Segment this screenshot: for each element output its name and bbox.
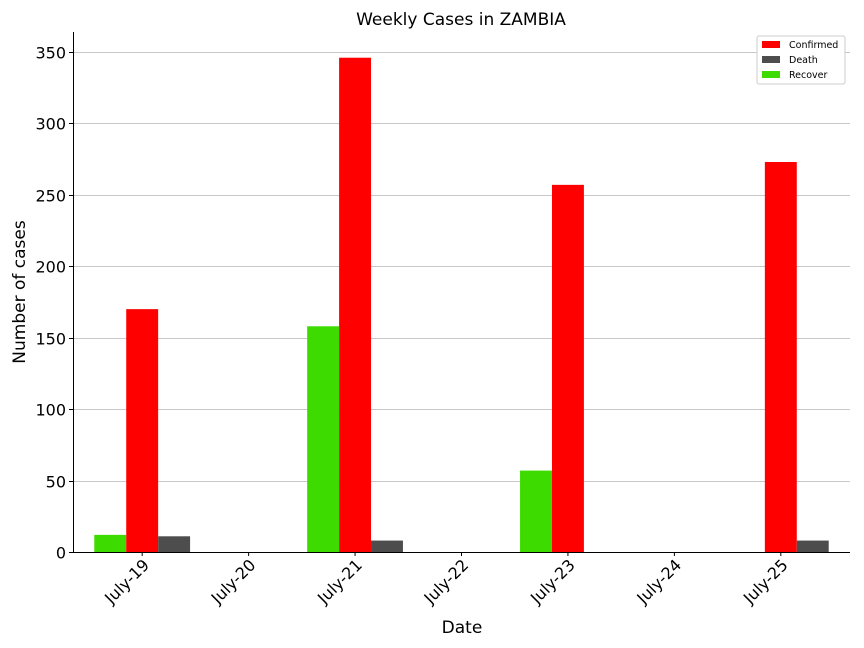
legend-label-death: Death: [789, 55, 818, 66]
y-tick-label: 150: [35, 330, 66, 349]
legend-label-recover: Recover: [789, 70, 828, 81]
bar-confirmed: [339, 57, 372, 552]
legend-swatch-recover: [762, 71, 780, 78]
bar-death: [158, 536, 191, 552]
chart-title: Weekly Cases in ZAMBIA: [356, 10, 566, 30]
x-axis-title: Date: [442, 618, 483, 638]
legend-swatch-confirmed: [762, 41, 780, 48]
bar-recover: [307, 326, 340, 552]
bar-confirmed: [551, 184, 584, 552]
y-tick-label: 250: [35, 187, 66, 206]
bar-death: [796, 540, 829, 552]
bar-confirmed: [764, 162, 797, 552]
y-tick-label: 50: [46, 473, 66, 492]
y-tick-label: 300: [35, 115, 66, 134]
y-tick-label: 0: [56, 544, 66, 563]
bar-death: [371, 540, 403, 552]
bar-recover: [94, 534, 127, 552]
grid-lines: [73, 52, 850, 482]
y-axis-title: Number of cases: [10, 220, 30, 364]
y-tick-label: 100: [35, 401, 66, 420]
y-ticks: 0 50 100 150 200 250 300 350: [35, 44, 73, 563]
bars: [94, 57, 829, 552]
y-tick-label: 200: [35, 258, 66, 277]
y-tick-label: 350: [35, 44, 66, 63]
bar-confirmed: [126, 309, 159, 552]
legend-swatch-death: [762, 56, 780, 63]
bar-recover: [520, 470, 552, 552]
legend: Confirmed Death Recover: [756, 35, 846, 85]
legend-label-confirmed: Confirmed: [789, 40, 838, 51]
